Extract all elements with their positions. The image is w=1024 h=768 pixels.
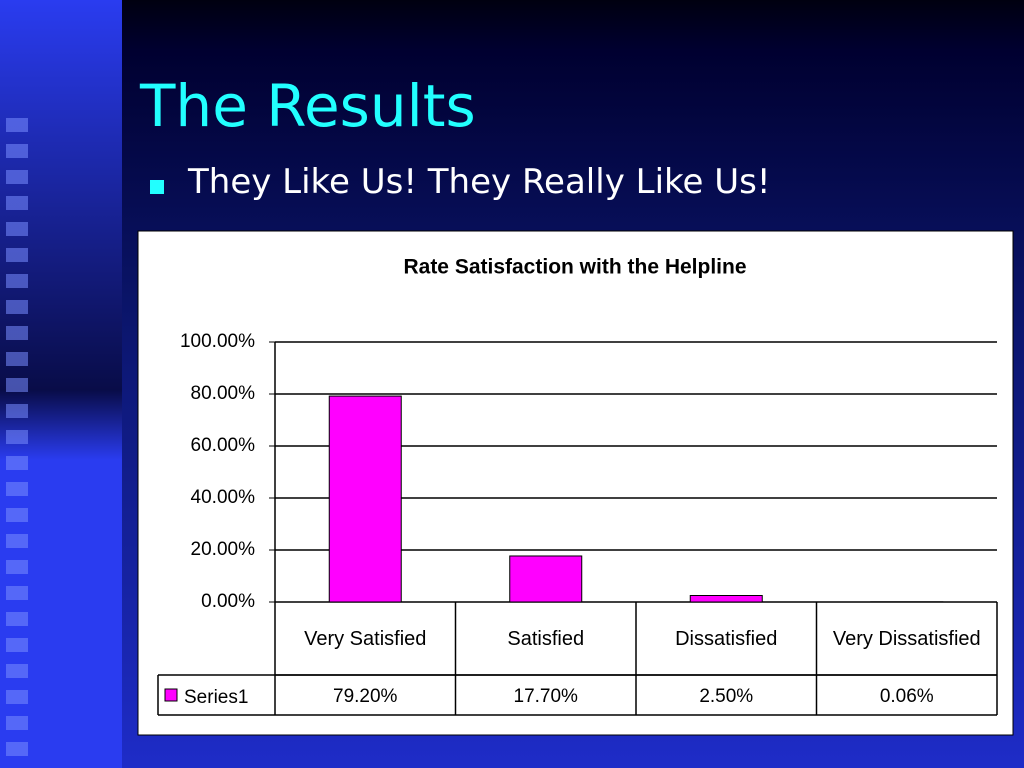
y-tick-label: 40.00% xyxy=(191,487,256,508)
side-strip xyxy=(0,0,122,768)
bullet-text: They Like Us! They Really Like Us! xyxy=(188,162,771,202)
bar xyxy=(689,595,763,603)
y-tick-label: 0.00% xyxy=(201,591,255,612)
x-tick-label: Very Satisfied xyxy=(304,627,427,650)
legend-key xyxy=(164,688,178,702)
legend-label: Series1 xyxy=(184,687,248,708)
data-label: 17.70% xyxy=(514,686,579,707)
x-tick-label: Very Dissatisfied xyxy=(832,627,981,650)
slide-title: The Results xyxy=(140,72,476,140)
bar xyxy=(328,395,402,603)
chart-area xyxy=(137,230,1014,736)
data-label: 2.50% xyxy=(699,686,753,707)
y-tick-label: 80.00% xyxy=(191,383,256,404)
bullet-marker xyxy=(150,180,164,194)
y-tick-label: 100.00% xyxy=(180,331,255,352)
decor xyxy=(6,118,28,768)
x-tick-label: Satisfied xyxy=(507,627,585,650)
y-tick-label: 20.00% xyxy=(191,539,256,560)
x-tick-label: Dissatisfied xyxy=(675,627,778,650)
chart-title: Rate Satisfaction with the Helpline xyxy=(403,256,746,279)
y-tick-label: 60.00% xyxy=(191,435,256,456)
data-label: 79.20% xyxy=(333,686,398,707)
data-label: 0.06% xyxy=(880,686,934,707)
bar xyxy=(509,555,583,603)
